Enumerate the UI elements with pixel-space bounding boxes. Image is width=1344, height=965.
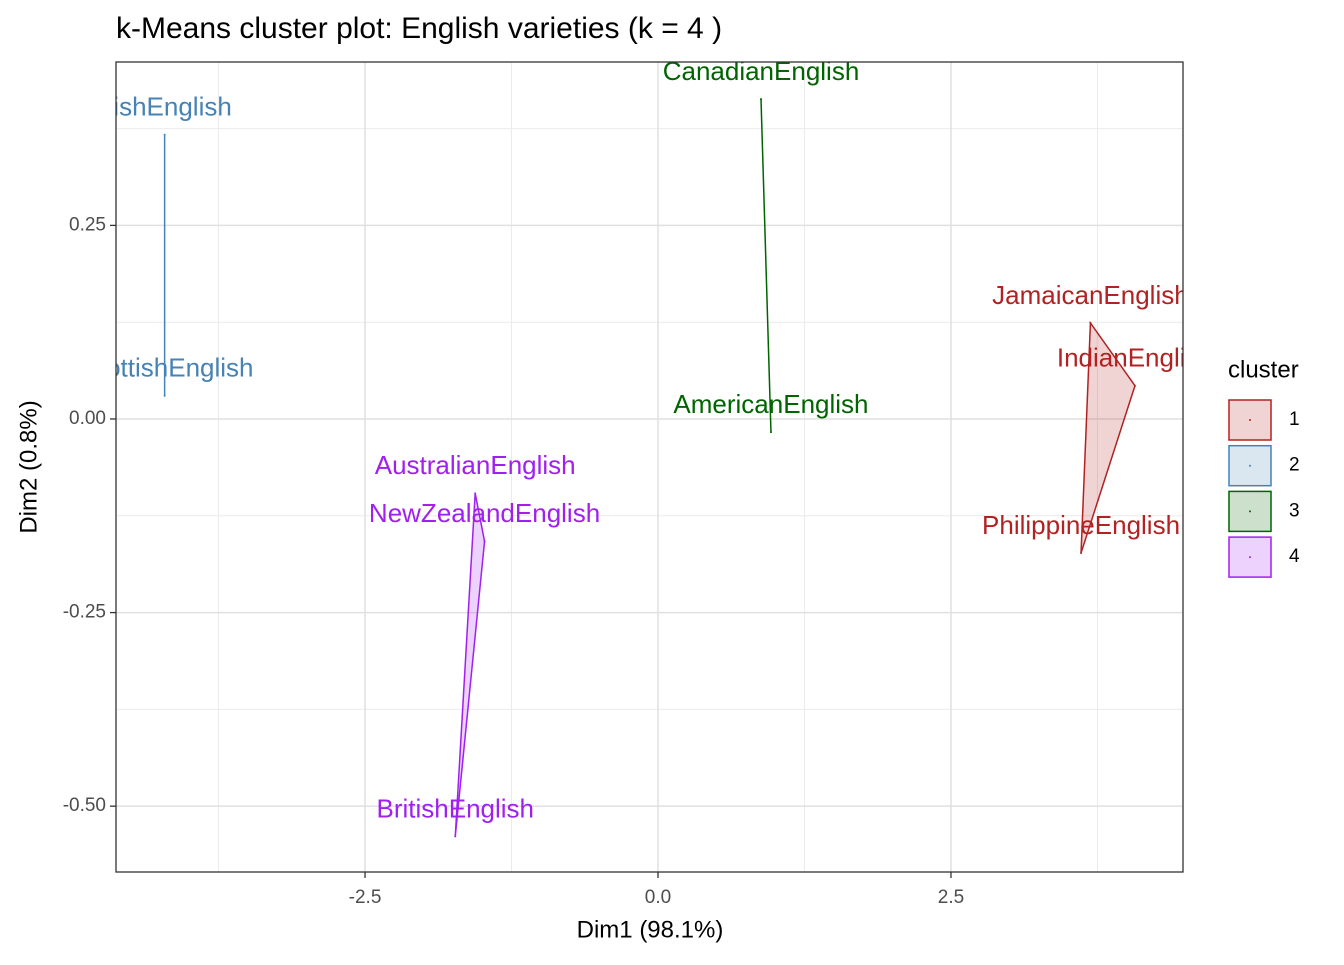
legend: 1 2 3 4	[1228, 399, 1300, 578]
point-label: ScottishEnglish	[76, 353, 254, 383]
point	[474, 492, 477, 495]
point-label: AmericanEnglish	[673, 389, 868, 419]
legend-label: 3	[1289, 500, 1300, 521]
y-tick-label: -0.25	[63, 602, 106, 623]
point	[454, 835, 457, 838]
point	[1080, 551, 1083, 554]
legend-dot	[1249, 419, 1251, 421]
y-tick-label: -0.50	[63, 795, 106, 816]
point-label: CanadianEnglish	[663, 56, 860, 86]
grid	[116, 62, 1183, 872]
legend-dot	[1249, 464, 1251, 467]
point-label: BritishEnglish	[377, 793, 535, 823]
point	[1133, 384, 1136, 387]
legend-label: 4	[1289, 546, 1300, 567]
point-label: IndianEnglish	[1057, 343, 1213, 373]
legend-title: cluster	[1228, 356, 1299, 383]
x-tick-label: 0.0	[645, 887, 671, 908]
point	[483, 540, 486, 543]
point	[163, 133, 166, 136]
y-tick-label: 0.25	[69, 214, 106, 235]
point-label: AustralianEnglish	[375, 450, 576, 480]
point	[760, 98, 763, 101]
y-tick-label: 0.00	[69, 408, 106, 429]
point-label: IrishEnglish	[97, 92, 231, 122]
legend-dot	[1249, 556, 1251, 559]
cluster-hull	[1080, 320, 1136, 554]
plot-marks: JamaicanEnglish IndianEnglish PhilippineEn…	[76, 56, 1213, 838]
legend-label: 1	[1289, 409, 1300, 430]
x-axis-title: Dim1 (98.1%)	[577, 916, 724, 943]
axes: -2.5 0.0 2.5 -0.50 -0.25 0.00 0.25	[63, 214, 964, 908]
point-label: PhilippineEnglish	[982, 510, 1180, 540]
plot-border	[115, 61, 1184, 873]
point-label: NewZealandEnglish	[369, 498, 600, 528]
plot-background	[116, 62, 1183, 872]
x-tick-label: -2.5	[349, 887, 382, 908]
point	[1089, 321, 1092, 324]
y-axis-title: Dim2 (0.8%)	[15, 400, 42, 533]
point	[769, 431, 772, 434]
x-tick-label: 2.5	[938, 887, 964, 908]
point-label: JamaicanEnglish	[992, 280, 1189, 310]
cluster-hull	[454, 493, 486, 837]
point	[163, 394, 166, 397]
chart-title: k-Means cluster plot: English varieties …	[116, 12, 722, 45]
legend-dot	[1249, 510, 1251, 513]
legend-label: 2	[1289, 455, 1300, 476]
